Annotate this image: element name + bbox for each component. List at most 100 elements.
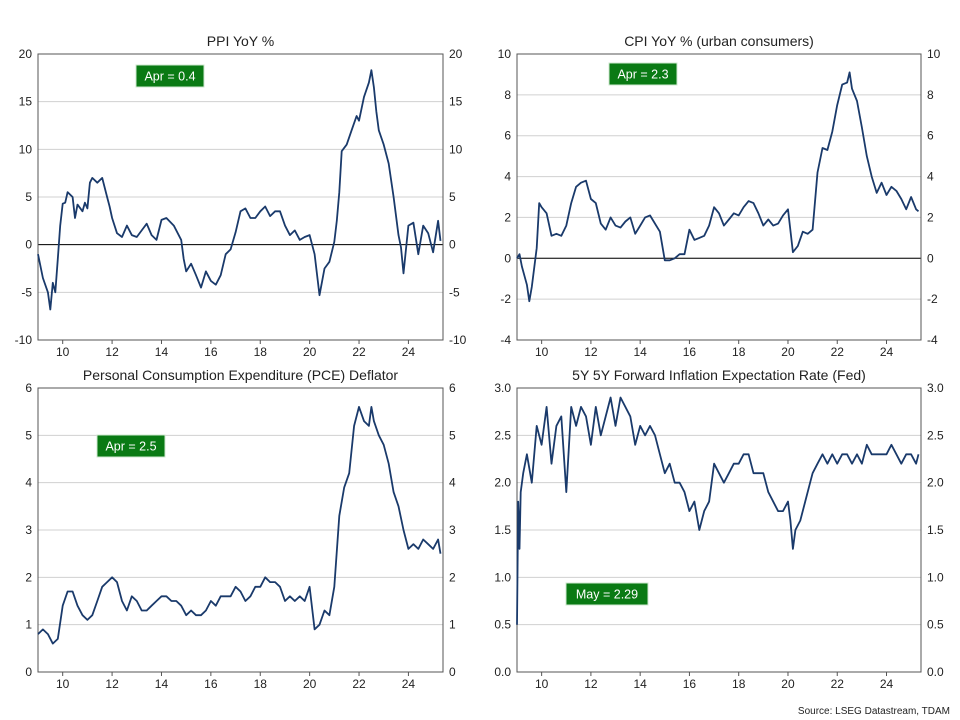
y-tick-label-right: 0.0: [927, 665, 944, 679]
x-tick-label: 14: [633, 677, 647, 691]
y-tick-label-left: -10: [15, 333, 33, 347]
y-tick-label-right: 6: [927, 129, 934, 143]
y-tick-label-left: -4: [500, 333, 511, 347]
y-tick-label-left: 8: [504, 88, 511, 102]
x-tick-label: 22: [831, 345, 845, 359]
y-tick-label-right: 4: [927, 170, 934, 184]
y-tick-label-left: 3: [25, 523, 32, 537]
y-tick-label-left: 2: [504, 210, 511, 224]
y-tick-label-right: 0: [449, 665, 456, 679]
latest-value-badge-text: May = 2.29: [576, 588, 638, 602]
x-tick-label: 22: [831, 677, 845, 691]
x-tick-label: 14: [155, 345, 169, 359]
x-tick-label: 18: [254, 345, 268, 359]
x-tick-label: 10: [535, 677, 549, 691]
x-tick-label: 20: [781, 345, 795, 359]
x-tick-label: 16: [683, 345, 697, 359]
y-tick-label-right: 2: [449, 570, 456, 584]
latest-value-badge: [135, 64, 205, 88]
x-tick-label: 18: [254, 677, 268, 691]
source-note: Source: LSEG Datastream, TDAM: [797, 706, 950, 717]
x-tick-label: 18: [732, 677, 746, 691]
plot-frame: [516, 53, 922, 341]
x-tick-label: 20: [303, 345, 317, 359]
series-line: [37, 69, 442, 311]
plot-frame: [516, 387, 922, 673]
panel-ppi: -10 -10 -5 -5 0 0 5 5 10 10 15 15 20 20 10 12 14 16 18 20 22…: [15, 33, 467, 359]
y-tick-label-left: 4: [504, 170, 511, 184]
y-tick-label-right: -2: [927, 292, 938, 306]
y-tick-label-right: 10: [449, 142, 463, 156]
x-tick-label: 14: [633, 345, 647, 359]
y-tick-label-right: -5: [449, 285, 460, 299]
x-tick-label: 20: [303, 677, 317, 691]
latest-value-badge-text: Apr = 2.3: [617, 68, 668, 82]
x-tick-label: 12: [105, 677, 119, 691]
y-tick-label-right: -10: [449, 333, 467, 347]
chart-title: Personal Consumption Expenditure (PCE) D…: [83, 367, 398, 383]
y-tick-label-right: 2.0: [927, 476, 944, 490]
y-tick-label-left: 2.0: [494, 476, 511, 490]
y-tick-label-left: 1.5: [494, 523, 511, 537]
latest-value-badge: [96, 434, 166, 458]
panel-5y5y: 0.0 0.0 0.5 0.5 1.0 1.0 1.5 1.5 2.0 2.0 2.5 2.5 3.0 3…: [494, 367, 944, 691]
y-tick-label-right: 2: [927, 210, 934, 224]
y-tick-label-right: 6: [449, 381, 456, 395]
y-tick-label-right: 1: [449, 618, 456, 632]
x-tick-label: 12: [584, 345, 598, 359]
series-line: [37, 406, 442, 645]
y-tick-label-right: 20: [449, 47, 463, 61]
y-tick-label-left: 5: [25, 428, 32, 442]
y-tick-label-left: 1: [25, 618, 32, 632]
y-tick-label-left: 3.0: [494, 381, 511, 395]
x-tick-label: 10: [535, 345, 549, 359]
chart-title: PPI YoY %: [207, 33, 274, 49]
x-tick-label: 10: [56, 345, 70, 359]
latest-value-badge-text: Apr = 0.4: [144, 70, 195, 84]
y-tick-label-left: 1.0: [494, 570, 511, 584]
y-tick-label-right: 10: [927, 47, 941, 61]
y-tick-label-left: 10: [498, 47, 512, 61]
x-tick-label: 22: [352, 345, 366, 359]
y-tick-label-right: 0: [449, 238, 456, 252]
y-tick-label-left: 20: [19, 47, 33, 61]
plot-frame: [37, 387, 444, 673]
x-tick-label: 24: [402, 345, 416, 359]
y-tick-label-left: 0: [25, 238, 32, 252]
y-tick-label-right: 1.0: [927, 570, 944, 584]
x-tick-label: 12: [584, 677, 598, 691]
y-tick-label-left: 0: [504, 251, 511, 265]
y-tick-label-left: 0.5: [494, 618, 511, 632]
x-tick-label: 24: [402, 677, 416, 691]
y-tick-label-left: 6: [25, 381, 32, 395]
y-tick-label-left: 2.5: [494, 428, 511, 442]
x-tick-label: 12: [105, 345, 119, 359]
x-tick-label: 16: [204, 345, 218, 359]
y-tick-label-left: 2: [25, 570, 32, 584]
y-tick-label-left: 6: [504, 129, 511, 143]
y-tick-label-right: 5: [449, 428, 456, 442]
y-tick-label-right: 0.5: [927, 618, 944, 632]
series-line: [516, 396, 920, 625]
chart-title: CPI YoY % (urban consumers): [624, 33, 814, 49]
plot-frame: [37, 53, 444, 341]
y-tick-label-right: 3.0: [927, 381, 944, 395]
x-tick-label: 18: [732, 345, 746, 359]
y-tick-label-right: 1.5: [927, 523, 944, 537]
y-tick-label-left: 0.0: [494, 665, 511, 679]
y-tick-label-right: 4: [449, 476, 456, 490]
series-line: [516, 71, 920, 303]
latest-value-badge: [608, 62, 678, 86]
y-tick-label-right: 0: [927, 251, 934, 265]
latest-value-badge-text: Apr = 2.5: [105, 440, 156, 454]
x-tick-label: 24: [880, 677, 894, 691]
y-tick-label-right: 3: [449, 523, 456, 537]
y-tick-label-right: 15: [449, 95, 463, 109]
x-tick-label: 16: [683, 677, 697, 691]
y-tick-label-left: 0: [25, 665, 32, 679]
y-tick-label-left: 4: [25, 476, 32, 490]
y-tick-label-right: -4: [927, 333, 938, 347]
chart-title: 5Y 5Y Forward Inflation Expectation Rate…: [572, 367, 866, 383]
